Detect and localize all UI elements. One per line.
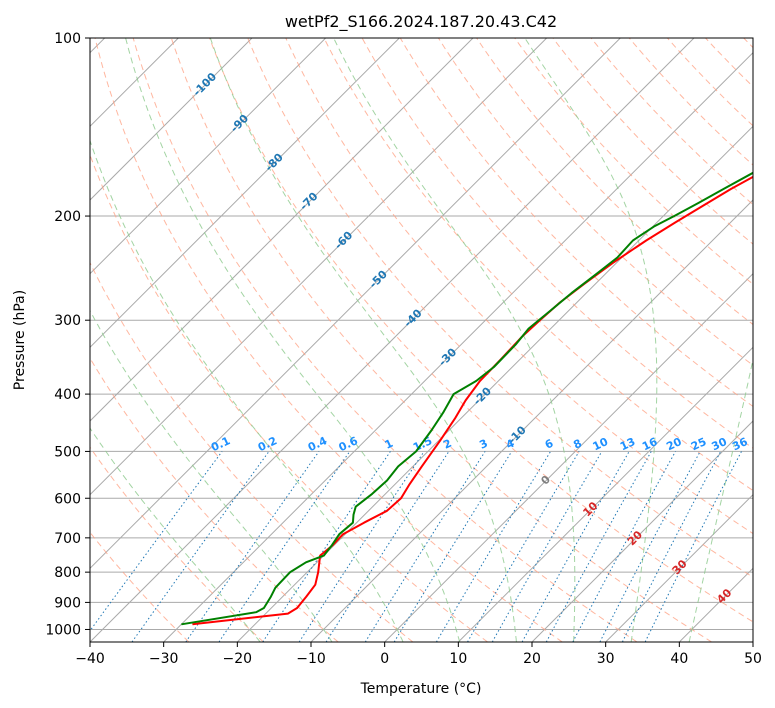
mixing-ratio-line	[393, 451, 513, 642]
moist-adiabat-line	[688, 356, 753, 642]
isotherm-line	[90, 38, 621, 570]
y-tick-label: 800	[54, 565, 81, 581]
plot-frame	[89, 37, 754, 643]
mixing-ratio-label: 16	[640, 435, 660, 453]
y-axis-label: Pressure (hPa)	[12, 290, 28, 390]
isotherm-line	[90, 38, 400, 349]
isotherm-line	[236, 125, 753, 642]
isotherm-line	[605, 493, 753, 642]
y-tick-label: 900	[54, 595, 81, 611]
moist-adiabat-line	[125, 38, 461, 642]
moist-adiabat-line	[333, 38, 576, 642]
y-tick-label: 1000	[45, 622, 81, 638]
dry-adiabats	[90, 38, 753, 642]
y-tick-label: 700	[54, 531, 81, 547]
moist-adiabat-line	[90, 427, 261, 642]
x-tick-label: 30	[597, 651, 615, 667]
x-tick-label: 20	[523, 651, 541, 667]
y-tick-label: 400	[54, 387, 81, 403]
x-axis: −40 −30 −20 −10 0 10 20 30 40 50	[75, 642, 762, 667]
isotherm-line	[752, 641, 753, 642]
x-axis-label: Temperature (°C)	[360, 681, 482, 697]
dry-adiabat-line	[323, 38, 753, 492]
dry-adiabat-line	[247, 38, 753, 578]
mixing-ratio-line	[131, 451, 270, 642]
dry-adiabat-line	[170, 38, 712, 642]
mixing-ratio-line	[325, 451, 450, 642]
dry-adiabat-line	[90, 446, 264, 642]
plot-background	[90, 38, 753, 642]
dry-adiabat-line	[628, 38, 753, 166]
dry-adiabat-line	[90, 261, 414, 642]
dry-adiabat-line	[476, 38, 753, 326]
mixing-ratio-label: 30	[710, 435, 730, 453]
y-tick-label: 500	[54, 444, 81, 460]
isobar-grid	[90, 38, 753, 630]
moist-adiabat-line	[90, 139, 404, 642]
mixing-ratio-line	[521, 451, 630, 642]
y-tick-label: 200	[54, 209, 81, 225]
mixing-ratio-line	[435, 451, 552, 642]
isotherm-line	[90, 38, 695, 642]
y-tick-label: 100	[54, 31, 81, 47]
isotherm-line	[90, 38, 474, 422]
isotherm-line	[457, 346, 753, 642]
mixing-ratio-line	[218, 451, 351, 642]
isotherm-line	[163, 51, 753, 642]
x-tick-label: −10	[296, 651, 326, 667]
dewpoint-profile-line	[181, 171, 753, 626]
mixing-ratio-line	[467, 451, 580, 642]
mixing-ratio-label: 13	[618, 435, 637, 453]
isotherm-grid	[90, 38, 753, 642]
x-tick-label: −30	[149, 651, 179, 667]
moist-adiabat-line	[524, 38, 658, 642]
sounding-series	[181, 171, 753, 626]
moist-adiabat-line	[90, 309, 333, 642]
x-tick-label: −40	[75, 651, 105, 667]
y-tick-label: 600	[54, 491, 81, 507]
y-axis: 100 200 300 400 500 600 700 800 900 1000	[45, 31, 90, 638]
mixing-ratio-label: 20	[664, 435, 684, 453]
dry-adiabat-line	[209, 38, 753, 623]
chart-title: wetPf2_S166.2024.187.20.43.C42	[285, 12, 557, 32]
isotherm-line	[384, 272, 753, 642]
moist-adiabats	[90, 38, 753, 642]
mixing-ratio-line	[364, 451, 486, 642]
moist-adiabat-line	[209, 38, 517, 642]
dry-adiabat-line	[132, 38, 638, 642]
dry-adiabat-line	[514, 38, 753, 285]
mixing-ratio-label: 25	[689, 435, 708, 453]
mixing-ratio-line	[491, 451, 603, 642]
mixing-ratio-line	[572, 451, 676, 642]
mixing-ratio-label: 36	[730, 435, 750, 453]
mixing-ratio-lines	[90, 451, 742, 642]
temperature-profile-line	[192, 175, 753, 626]
mixing-ratio-line	[545, 451, 652, 642]
dry-adiabat-line	[399, 38, 753, 408]
mixing-ratio-label: 10	[591, 435, 611, 453]
isotherm-line	[531, 420, 753, 642]
dry-adiabat-line	[361, 38, 753, 449]
isotherm-line	[90, 38, 253, 201]
x-tick-label: 10	[449, 651, 467, 667]
x-tick-label: 0	[380, 651, 389, 667]
isotherm-line	[90, 38, 548, 496]
x-tick-label: 50	[744, 651, 762, 667]
x-tick-label: −20	[223, 651, 253, 667]
isotherm-line	[90, 38, 327, 275]
dry-adiabat-line	[94, 38, 563, 642]
y-tick-label: 300	[54, 313, 81, 329]
mixing-ratio-line	[90, 451, 223, 632]
x-tick-label: 40	[670, 651, 688, 667]
dry-adiabat-line	[590, 38, 753, 206]
